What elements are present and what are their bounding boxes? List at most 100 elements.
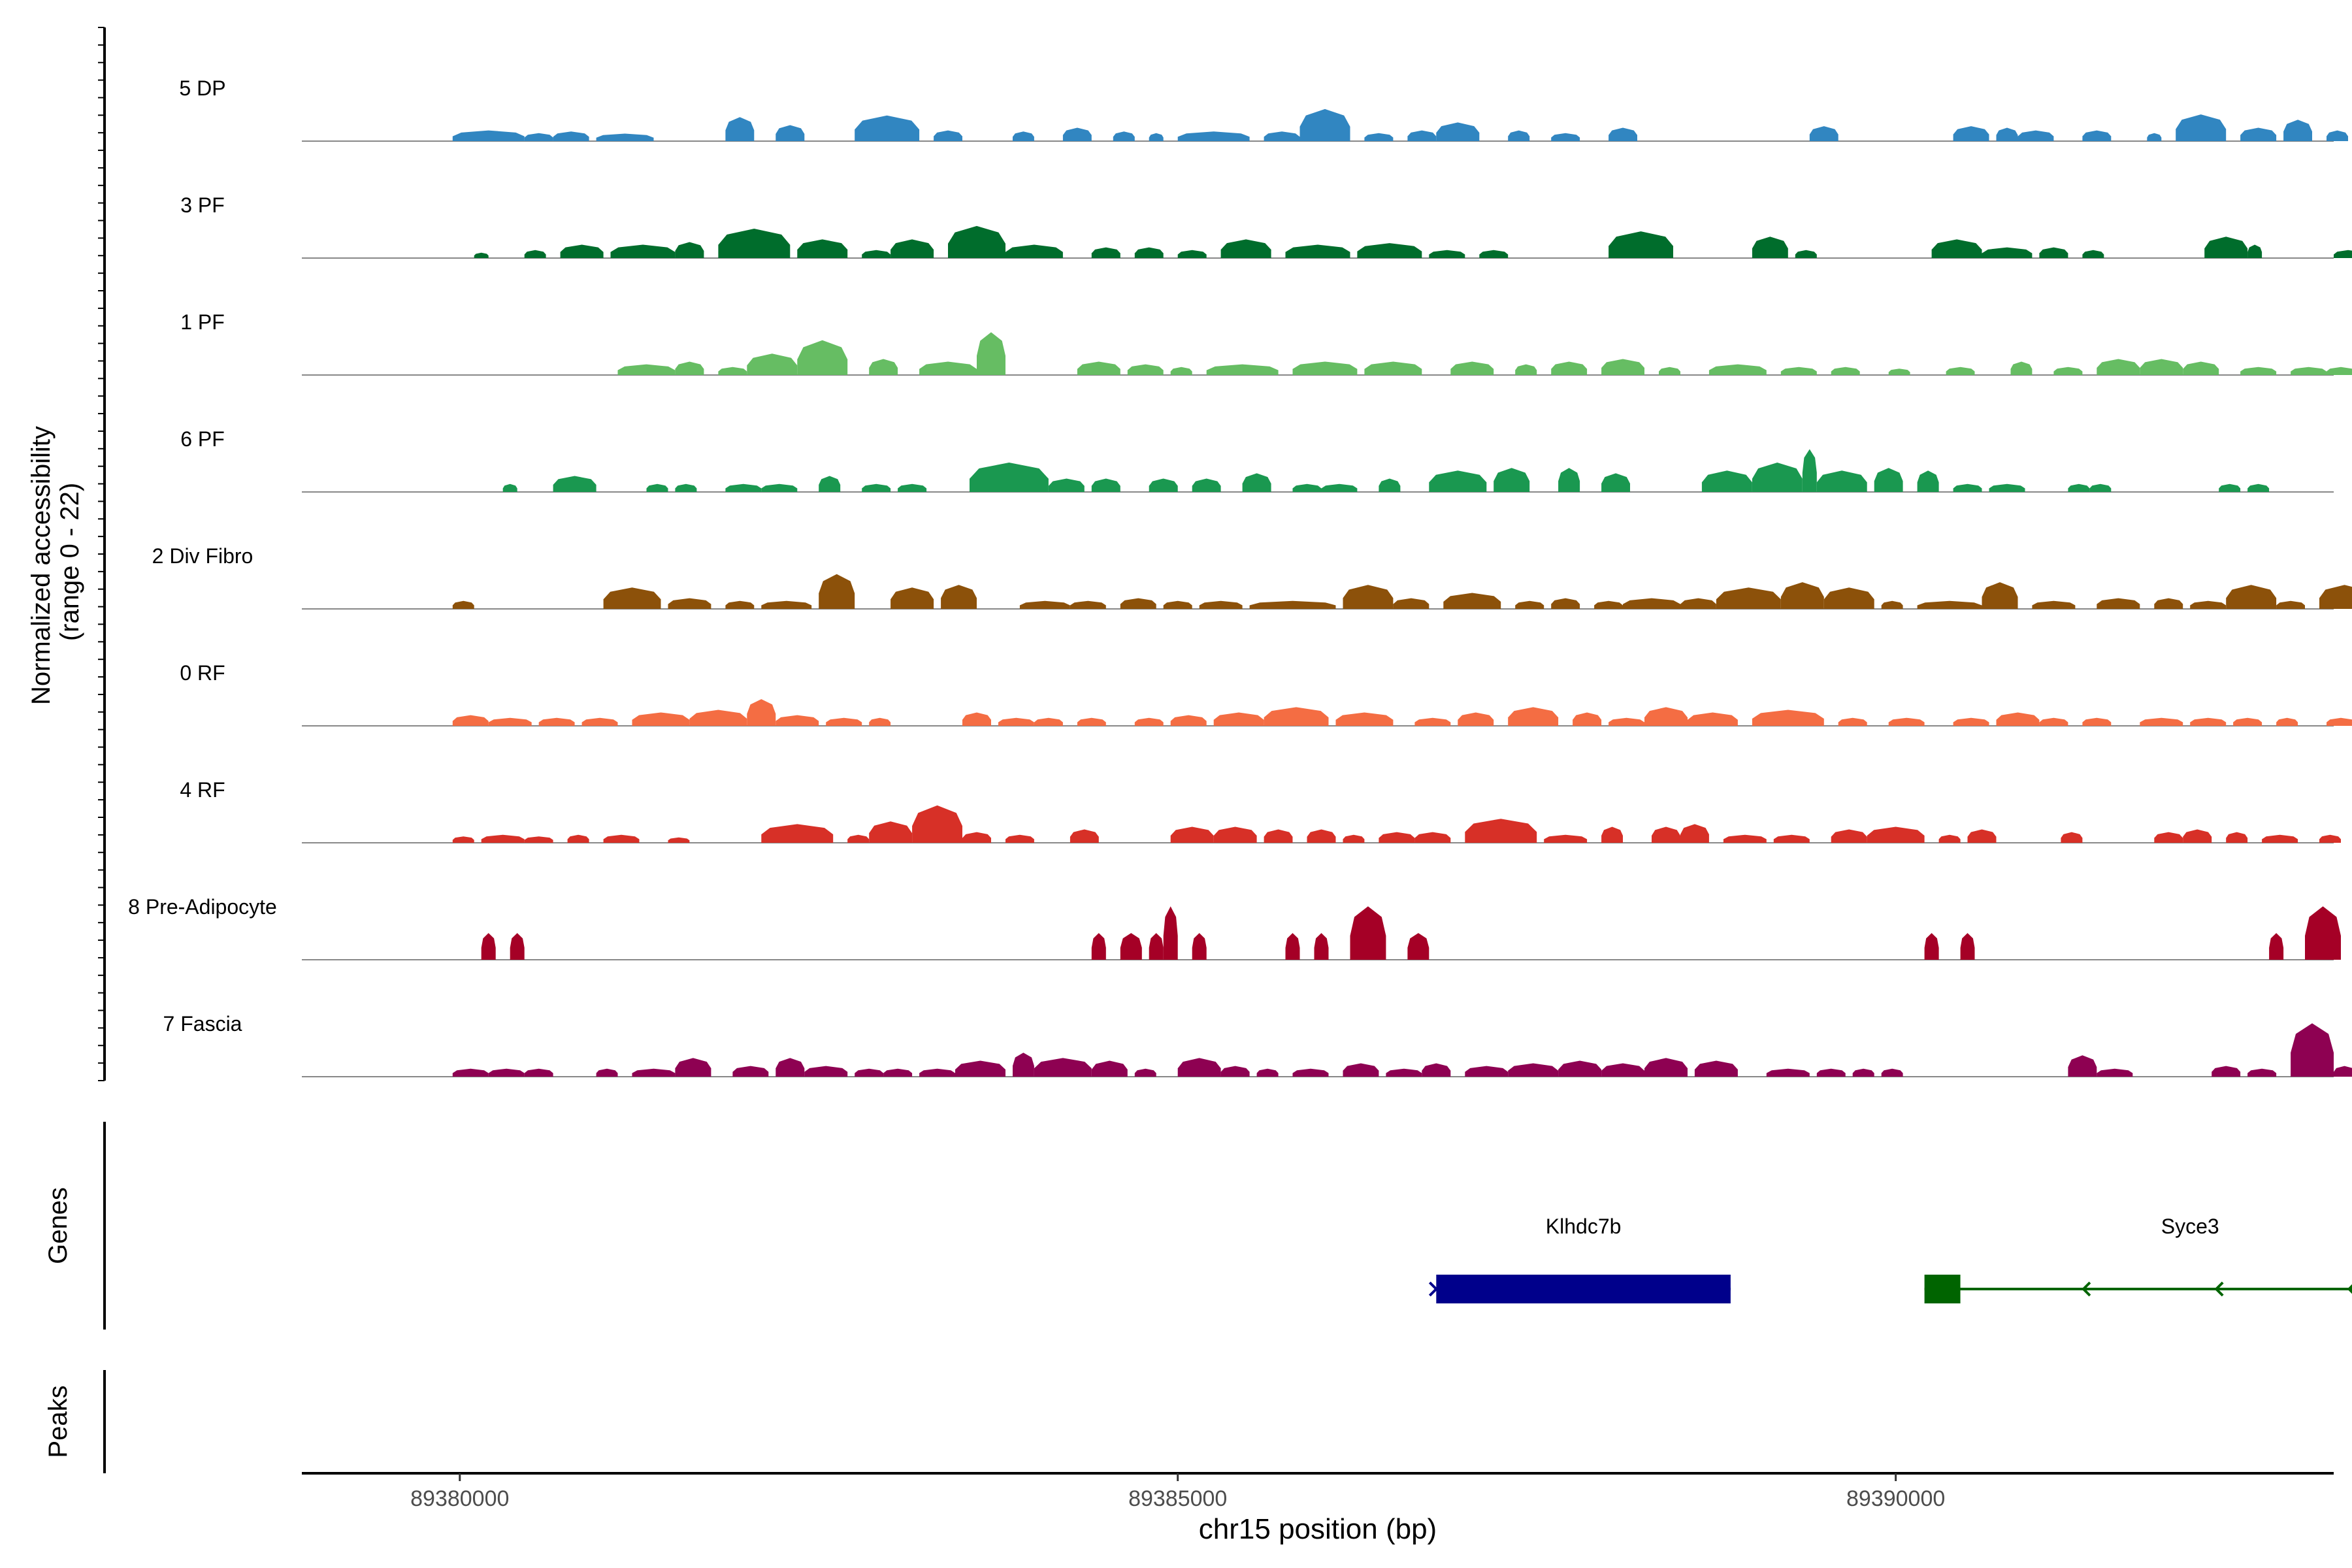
- coverage-peak: [1752, 710, 1824, 726]
- coverage-peak: [1414, 717, 1451, 726]
- coverage-peak: [1573, 712, 1602, 726]
- coverage-peak: [1458, 712, 1494, 726]
- coverage-peak: [1013, 1053, 1034, 1077]
- coverage-peak: [2032, 600, 2076, 609]
- coverage-peak: [1127, 364, 1164, 375]
- coverage-peak: [2154, 832, 2183, 843]
- coverage-peak: [1881, 600, 1903, 609]
- coverage-peak: [2061, 832, 2083, 843]
- coverage-peak: [1888, 717, 1925, 726]
- coverage-peak: [1206, 364, 1279, 375]
- track-label: 7 Fascia: [163, 1012, 242, 1036]
- coverage-peak: [2053, 367, 2083, 375]
- coverage-peak: [2190, 717, 2227, 726]
- coverage-peak: [2291, 367, 2327, 375]
- coverage-peak: [869, 821, 913, 843]
- coverage-peak: [1386, 1068, 1422, 1077]
- coverage-peak: [452, 715, 489, 726]
- coverage-peak: [1558, 1060, 1602, 1077]
- gene-exon: [1436, 1275, 1731, 1303]
- coverage-peak: [869, 717, 891, 726]
- coverage-peak: [2327, 130, 2348, 141]
- coverage-peak: [524, 836, 553, 843]
- coverage-peak: [1163, 906, 1178, 960]
- coverage-peak: [1077, 717, 1106, 726]
- coverage-peak: [718, 367, 747, 375]
- coverage-peak: [553, 476, 596, 492]
- coverage-peak: [1508, 130, 1530, 141]
- coverage-peak: [452, 130, 525, 141]
- coverage-peak: [998, 717, 1034, 726]
- coverage-peak: [1809, 126, 1838, 141]
- peaks-panel-label: Peaks: [44, 1385, 73, 1458]
- coverage-peak: [1780, 367, 1817, 375]
- coverage-peak: [1264, 131, 1300, 141]
- track-8-pre-adipocyte: 8 Pre-Adipocyte: [128, 895, 2341, 960]
- coverage-peak: [1005, 244, 1063, 258]
- coverage-peak: [668, 598, 711, 609]
- track-label: 0 RF: [180, 661, 225, 685]
- accessibility-y-axis: [98, 27, 106, 1081]
- coverage-peak: [1924, 933, 1939, 960]
- coverage-peak: [1494, 468, 1530, 492]
- coverage-peak: [2233, 717, 2262, 726]
- coverage-peak: [1982, 247, 2033, 258]
- coverage-peak: [1752, 237, 1788, 258]
- gene-label: Syce3: [2161, 1215, 2219, 1238]
- coverage-peak: [538, 717, 575, 726]
- coverage-peak: [1601, 1063, 1644, 1077]
- coverage-peak: [1953, 126, 1989, 141]
- coverage-peak: [1931, 239, 1982, 258]
- coverage-peak: [1465, 819, 1537, 843]
- coverage-peak: [1967, 829, 1997, 843]
- coverage-peak: [2334, 250, 2352, 258]
- coverage-peak: [919, 1068, 955, 1077]
- coverage-peak: [1192, 933, 1207, 960]
- coverage-peak: [1134, 1068, 1156, 1077]
- y-axis-title-line2: (range 0 - 22): [56, 483, 84, 641]
- coverage-peak: [1170, 367, 1192, 375]
- coverage-peak: [1816, 1068, 1846, 1077]
- coverage-peak: [890, 587, 934, 609]
- coverage-peak: [1773, 834, 1810, 843]
- coverage-peak: [819, 476, 841, 492]
- coverage-peak: [855, 1068, 884, 1077]
- coverage-peak: [1694, 1060, 1738, 1077]
- track-label: 6 PF: [180, 427, 225, 451]
- coverage-peak: [1659, 367, 1680, 375]
- gene-annotation-track: Klhdc7b Syce3: [1428, 1215, 2352, 1303]
- coverage-peak: [1013, 131, 1034, 141]
- coverage-peak: [1364, 361, 1422, 375]
- coverage-peak: [2097, 1068, 2133, 1077]
- x-axis-ticks: 89380000 89385000 89390000: [410, 1473, 1945, 1511]
- coverage-peak: [1192, 478, 1221, 492]
- genes-panel-label: Genes: [44, 1187, 73, 1264]
- coverage-peak: [675, 361, 704, 375]
- coverage-peak: [1335, 712, 1394, 726]
- coverage-peak: [2204, 237, 2248, 258]
- coverage-peak: [1852, 1068, 1874, 1077]
- coverage-peak: [1149, 133, 1164, 141]
- coverage-peak: [2176, 114, 2227, 141]
- coverage-peak: [581, 717, 618, 726]
- coverage-peak: [1220, 1066, 1250, 1077]
- coverage-peak: [1357, 243, 1422, 258]
- coverage-peak: [761, 600, 812, 609]
- track-1-pf: 1 PF: [180, 310, 2352, 376]
- coverage-peak: [912, 805, 962, 843]
- coverage-peak: [1708, 364, 1767, 375]
- coverage-peak: [1120, 933, 1142, 960]
- coverage-peak: [2097, 359, 2140, 375]
- track-5-dp: 5 DP: [179, 76, 2348, 142]
- coverage-peak: [1953, 483, 1982, 492]
- coverage-peak: [1551, 361, 1588, 375]
- coverage-peak: [1077, 361, 1120, 375]
- coverage-peak: [1393, 598, 1429, 609]
- coverage-peak: [855, 115, 920, 141]
- coverage-peak: [2017, 130, 2054, 141]
- coverage-peak: [862, 483, 891, 492]
- coverage-peak: [2190, 600, 2227, 609]
- coverage-peak: [524, 250, 546, 258]
- coverage-peak: [1134, 717, 1164, 726]
- coverage-peak: [2039, 717, 2068, 726]
